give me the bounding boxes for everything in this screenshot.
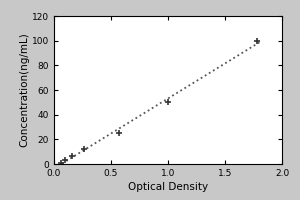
Y-axis label: Concentration(ng/mL): Concentration(ng/mL) [19, 33, 29, 147]
X-axis label: Optical Density: Optical Density [128, 182, 208, 192]
